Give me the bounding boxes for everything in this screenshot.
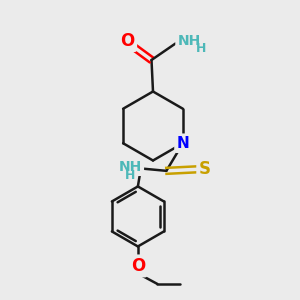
Text: H: H (196, 41, 206, 55)
Text: NH: NH (119, 160, 142, 174)
Text: O: O (120, 32, 135, 50)
Text: O: O (131, 257, 145, 275)
Text: NH: NH (177, 34, 201, 47)
Text: H: H (125, 169, 136, 182)
Text: N: N (176, 136, 189, 151)
Text: S: S (199, 160, 211, 178)
